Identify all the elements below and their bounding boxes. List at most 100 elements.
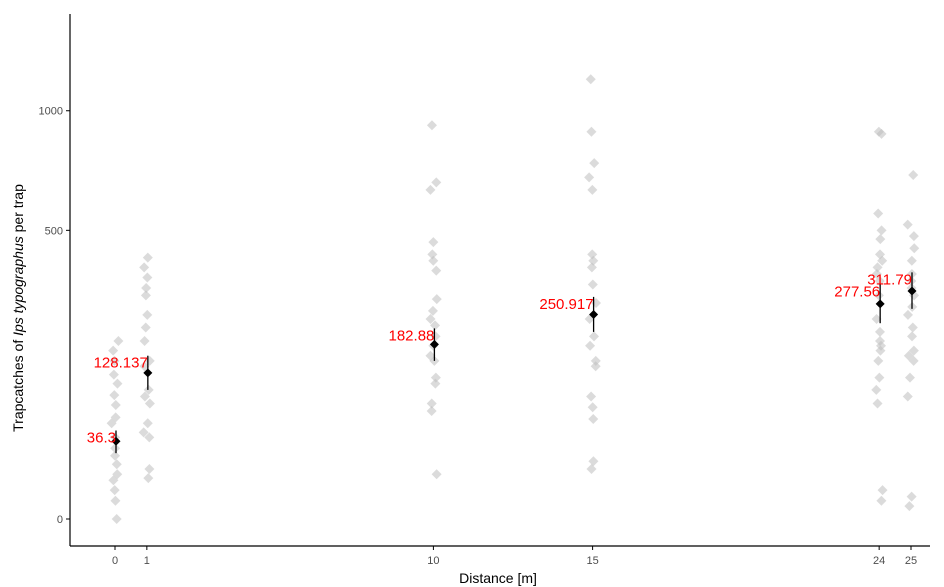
mean-point bbox=[875, 299, 885, 309]
raw-point bbox=[873, 355, 884, 366]
raw-point bbox=[144, 463, 155, 474]
raw-point bbox=[111, 514, 122, 524]
x-ticks: 0 1 10 15 24 25 bbox=[112, 546, 917, 567]
mean-value-label: 128.137 bbox=[94, 355, 148, 372]
raw-point bbox=[110, 443, 121, 454]
raw-point bbox=[142, 309, 153, 320]
raw-point bbox=[907, 322, 918, 333]
raw-point bbox=[873, 126, 884, 137]
raw-point bbox=[110, 495, 121, 506]
raw-point bbox=[431, 294, 442, 305]
raw-point bbox=[586, 126, 597, 137]
raw-point bbox=[108, 345, 119, 356]
mean-points-layer bbox=[111, 286, 917, 446]
raw-point bbox=[873, 290, 884, 301]
raw-point bbox=[428, 255, 439, 266]
raw-point bbox=[430, 372, 441, 383]
x-tick-label: 0 bbox=[112, 555, 118, 567]
mean-value-label: 182.88 bbox=[389, 327, 435, 344]
raw-point bbox=[427, 305, 438, 316]
raw-point bbox=[587, 249, 598, 260]
y-tick-label: 500 bbox=[45, 225, 63, 237]
raw-point bbox=[590, 355, 601, 366]
raw-point bbox=[585, 74, 596, 85]
raw-point bbox=[139, 262, 150, 273]
raw-point bbox=[906, 491, 917, 502]
raw-point bbox=[590, 361, 601, 372]
raw-point bbox=[875, 336, 886, 347]
raw-point bbox=[139, 361, 150, 372]
raw-point bbox=[425, 350, 436, 361]
mean-point bbox=[907, 286, 917, 296]
raw-point bbox=[139, 391, 150, 402]
raw-point bbox=[587, 184, 598, 195]
raw-point bbox=[903, 350, 914, 361]
raw-point bbox=[108, 369, 119, 380]
raw-point bbox=[430, 331, 441, 342]
raw-point bbox=[588, 331, 599, 342]
raw-point bbox=[876, 225, 887, 236]
raw-point bbox=[111, 459, 122, 470]
raw-point bbox=[142, 272, 153, 283]
raw-point bbox=[140, 290, 151, 301]
raw-point bbox=[909, 243, 920, 254]
y-axis-title-suffix: per trap bbox=[10, 184, 26, 236]
mean-value-label: 36.3 bbox=[87, 429, 116, 446]
mean-point bbox=[589, 310, 599, 320]
raw-point bbox=[584, 172, 595, 183]
mean-value-label: 311.79 bbox=[867, 271, 912, 288]
y-axis-title-species: Ips typographus bbox=[10, 236, 26, 336]
raw-point bbox=[908, 345, 919, 356]
x-tick-label: 10 bbox=[427, 555, 439, 567]
raw-point bbox=[588, 255, 599, 266]
raw-point bbox=[587, 279, 598, 290]
raw-point bbox=[875, 234, 886, 245]
x-tick-label: 24 bbox=[873, 555, 885, 567]
raw-point bbox=[427, 249, 438, 260]
raw-point bbox=[425, 313, 436, 324]
raw-point bbox=[872, 262, 883, 273]
raw-point bbox=[144, 432, 155, 443]
raw-point bbox=[143, 473, 154, 484]
raw-point bbox=[877, 255, 888, 266]
raw-point bbox=[141, 283, 152, 294]
y-axis-title-prefix: Trapcatches of bbox=[10, 336, 26, 432]
x-tick-label: 25 bbox=[905, 555, 917, 567]
raw-point bbox=[426, 120, 437, 131]
raw-point bbox=[874, 326, 885, 337]
raw-point bbox=[112, 469, 123, 480]
raw-point bbox=[874, 249, 885, 260]
raw-point bbox=[112, 378, 123, 389]
raw-point bbox=[144, 398, 155, 409]
raw-point bbox=[587, 402, 598, 413]
x-axis-title: Distance [m] bbox=[459, 570, 537, 586]
mean-point bbox=[143, 368, 153, 378]
raw-point bbox=[586, 391, 597, 402]
raw-point bbox=[904, 501, 915, 512]
raw-point bbox=[908, 231, 919, 242]
raw-point bbox=[430, 320, 441, 331]
y-ticks: 0 500 1000 bbox=[39, 106, 70, 526]
raw-point bbox=[425, 184, 436, 195]
raw-point bbox=[871, 313, 882, 324]
raw-point bbox=[877, 485, 888, 496]
x-tick-label: 1 bbox=[144, 555, 150, 567]
raw-point bbox=[876, 495, 887, 506]
raw-point bbox=[908, 170, 919, 181]
raw-point bbox=[431, 469, 442, 480]
raw-point bbox=[109, 390, 120, 401]
raw-point bbox=[426, 405, 437, 416]
raw-point bbox=[902, 219, 913, 230]
raw-points-layer bbox=[106, 74, 920, 524]
raw-point bbox=[113, 336, 124, 347]
raw-point bbox=[907, 331, 918, 342]
raw-point bbox=[110, 450, 121, 461]
mean-value-label: 277.56 bbox=[834, 283, 880, 300]
y-axis-title: Trapcatches of Ips typographus per trap bbox=[10, 184, 26, 432]
raw-point bbox=[906, 255, 917, 266]
raw-point bbox=[426, 398, 437, 409]
y-tick-label: 1000 bbox=[39, 106, 63, 118]
raw-point bbox=[588, 456, 599, 467]
